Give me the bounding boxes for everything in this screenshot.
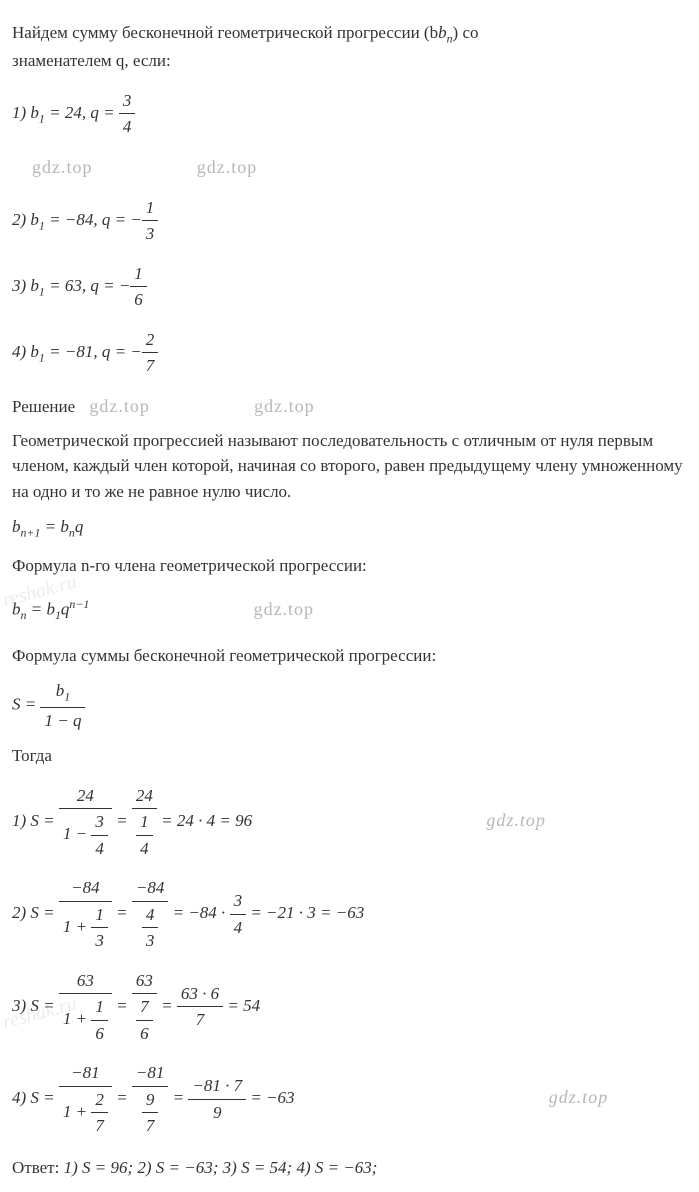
problem-3: 3) b1 = 63, q = −16 — [12, 261, 687, 313]
solution-4: 4) S = −811 + 27 = −8197 = −81 · 79 = −6… — [12, 1060, 687, 1139]
solution-1: 1) S = 241 − 34 = 2414 = 24 · 4 = 96 gdz… — [12, 783, 687, 862]
problem-1: 1) b1 = 24, q = 34 — [12, 88, 687, 140]
intro-part1: Найдем сумму бесконечной геометрической … — [12, 23, 438, 42]
watermark-text: gdz.top — [549, 1084, 609, 1111]
watermark-row: gdz.top gdz.top — [12, 154, 687, 181]
solution-3: 3) S = 631 + 16 = 6376 = 63 · 67 = 54 re… — [12, 968, 687, 1047]
solution-heading: Решение gdz.top gdz.top — [12, 393, 687, 420]
intro-line2: знаменателем q, если: — [12, 51, 171, 70]
nth-label: Формула n-го члена геометрической прогре… — [12, 553, 687, 579]
watermark-text: gdz.top — [89, 393, 150, 420]
then-text: Тогда — [12, 743, 687, 769]
problem-2: 2) b1 = −84, q = −13 — [12, 195, 687, 247]
solution-2: 2) S = −841 + 13 = −8443 = −84 · 34 = −2… — [12, 875, 687, 954]
watermark-text: gdz.top — [32, 154, 93, 181]
sum-formula: S = b11 − q — [12, 678, 687, 733]
intro-text: Найдем сумму бесконечной геометрической … — [12, 20, 687, 74]
watermark-row: bn = b1qn−1 gdz.top reshak.ru — [12, 586, 687, 635]
intro-part2: ) со — [453, 23, 479, 42]
answer-row: Ответ: 1) S = 96; 2) S = −63; 3) S = 54;… — [12, 1155, 687, 1181]
answer-label: Ответ: — [12, 1158, 64, 1177]
problem-4: 4) b1 = −81, q = −27 — [12, 327, 687, 379]
sum-label: Формула суммы бесконечной геометрической… — [12, 643, 687, 669]
definition-text: Геометрической прогрессией называют посл… — [12, 428, 687, 505]
recurrence-formula: bn+1 = bnq — [12, 514, 687, 542]
watermark-text: gdz.top — [197, 154, 258, 181]
watermark-text: gdz.top — [254, 596, 315, 623]
watermark-text: gdz.top — [254, 393, 315, 420]
watermark-text: gdz.top — [486, 807, 546, 834]
answer-text: 1) S = 96; 2) S = −63; 3) S = 54; 4) S =… — [64, 1158, 378, 1177]
nth-formula: bn = b1qn−1 — [12, 596, 89, 625]
